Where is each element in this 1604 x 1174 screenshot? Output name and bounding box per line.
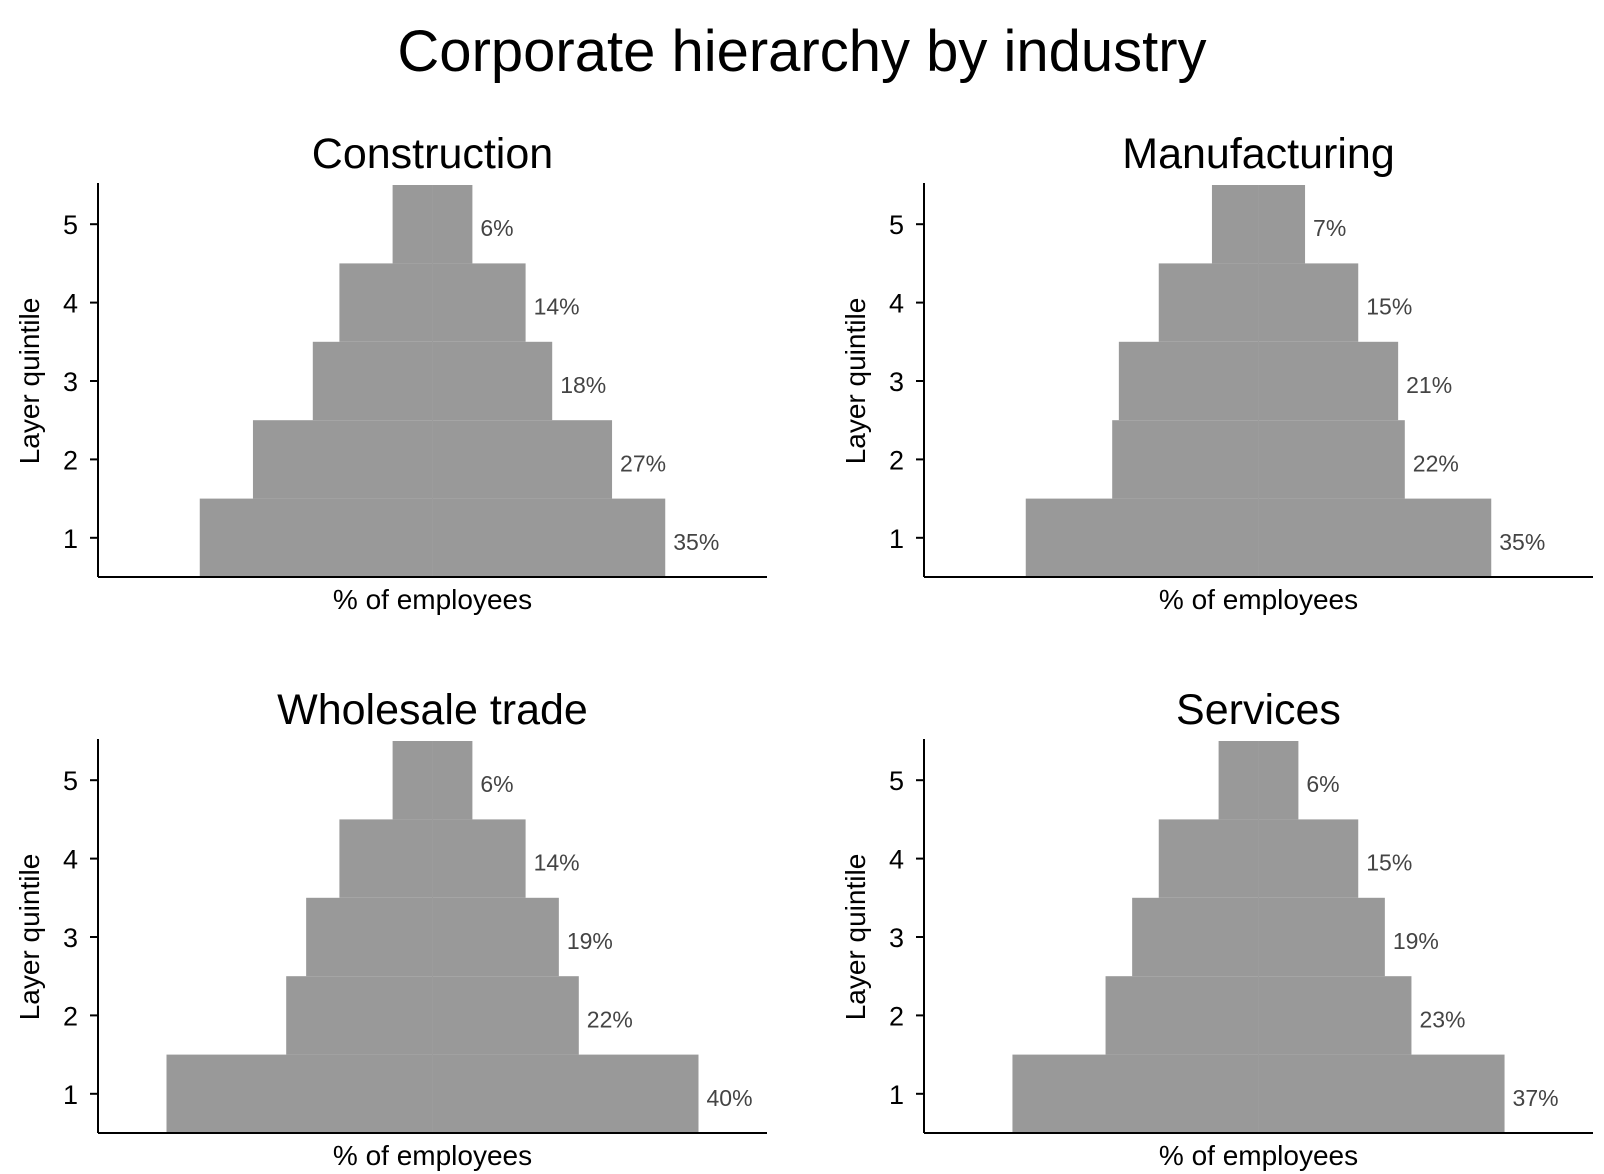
y-tick-label: 5 bbox=[889, 766, 904, 796]
y-axis-label: Layer quintile bbox=[14, 854, 45, 1021]
y-tick-label: 3 bbox=[889, 923, 904, 953]
data-label: 7% bbox=[1313, 215, 1346, 241]
y-tick-label: 2 bbox=[889, 445, 904, 475]
x-axis-label: % of employees bbox=[1159, 584, 1358, 615]
panel-manufacturing: Manufacturing 35% 1 22% 2 21% 3 15% 4 7% 5 % of emp… bbox=[840, 130, 1593, 615]
data-label: 6% bbox=[480, 215, 513, 241]
panel-services: Services 37% 1 23% 2 19% 3 15% 4 6% 5 % of employee… bbox=[840, 686, 1593, 1171]
y-tick-label: 3 bbox=[63, 923, 78, 953]
data-label: 37% bbox=[1513, 1085, 1559, 1111]
y-axis-label: Layer quintile bbox=[840, 854, 871, 1021]
y-tick-label: 4 bbox=[889, 289, 904, 319]
data-label: 19% bbox=[567, 928, 613, 954]
y-tick-label: 1 bbox=[889, 524, 904, 554]
y-tick-label: 3 bbox=[889, 367, 904, 397]
y-tick-label: 1 bbox=[63, 524, 78, 554]
data-label: 22% bbox=[587, 1006, 633, 1032]
x-axis-label: % of employees bbox=[333, 1140, 532, 1171]
x-axis-label: % of employees bbox=[1159, 1140, 1358, 1171]
y-tick-label: 5 bbox=[63, 210, 78, 240]
panel-construction: Construction 35% 1 27% 2 18% 3 14% 4 6% 5 % of empl… bbox=[14, 130, 767, 615]
data-label: 23% bbox=[1419, 1006, 1465, 1032]
data-label: 6% bbox=[480, 771, 513, 797]
y-tick-label: 4 bbox=[889, 845, 904, 875]
panel-title: Construction bbox=[312, 130, 553, 178]
panel-wholesale-trade: Wholesale trade 40% 1 22% 2 19% 3 14% 4 6% 5 % of e… bbox=[14, 686, 767, 1171]
panel-title: Services bbox=[1176, 686, 1341, 734]
data-label: 40% bbox=[707, 1085, 753, 1111]
data-label: 35% bbox=[1499, 529, 1545, 555]
data-label: 15% bbox=[1366, 850, 1412, 876]
chart-title: Corporate hierarchy by industry bbox=[397, 19, 1207, 84]
y-tick-label: 2 bbox=[889, 1001, 904, 1031]
y-axis-label: Layer quintile bbox=[14, 298, 45, 465]
data-label: 6% bbox=[1306, 771, 1339, 797]
y-axis-label: Layer quintile bbox=[840, 298, 871, 465]
data-label: 15% bbox=[1366, 294, 1412, 320]
panel-title: Wholesale trade bbox=[277, 686, 588, 734]
x-axis-label: % of employees bbox=[333, 584, 532, 615]
data-label: 19% bbox=[1393, 928, 1439, 954]
data-label: 14% bbox=[534, 850, 580, 876]
y-tick-label: 1 bbox=[63, 1080, 78, 1110]
data-label: 27% bbox=[620, 450, 666, 476]
data-label: 14% bbox=[534, 294, 580, 320]
y-tick-label: 4 bbox=[63, 845, 78, 875]
y-tick-label: 2 bbox=[63, 1001, 78, 1031]
data-label: 35% bbox=[673, 529, 719, 555]
y-tick-label: 1 bbox=[889, 1080, 904, 1110]
y-tick-label: 2 bbox=[63, 445, 78, 475]
data-label: 22% bbox=[1413, 450, 1459, 476]
panel-title: Manufacturing bbox=[1122, 130, 1395, 178]
data-label: 21% bbox=[1406, 372, 1452, 398]
y-tick-label: 5 bbox=[889, 210, 904, 240]
y-tick-label: 5 bbox=[63, 766, 78, 796]
y-tick-label: 3 bbox=[63, 367, 78, 397]
data-label: 18% bbox=[560, 372, 606, 398]
y-tick-label: 4 bbox=[63, 289, 78, 319]
